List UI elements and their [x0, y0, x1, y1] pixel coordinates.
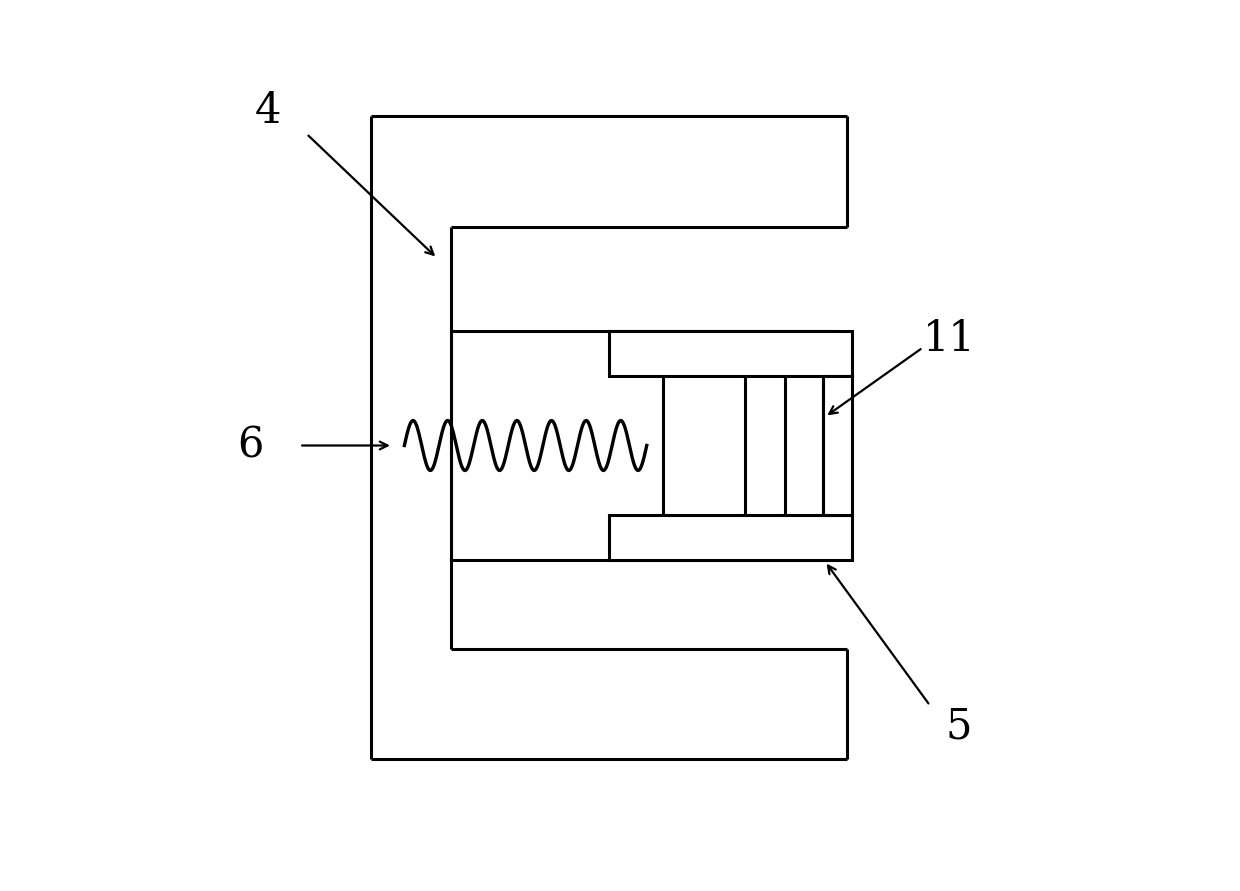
Text: 5: 5 [945, 705, 972, 748]
Text: 4: 4 [254, 90, 281, 133]
Bar [823, 376, 852, 515]
Bar [609, 331, 852, 376]
Text: 11: 11 [924, 317, 976, 360]
Text: 6: 6 [237, 424, 263, 467]
Bar [609, 515, 852, 560]
